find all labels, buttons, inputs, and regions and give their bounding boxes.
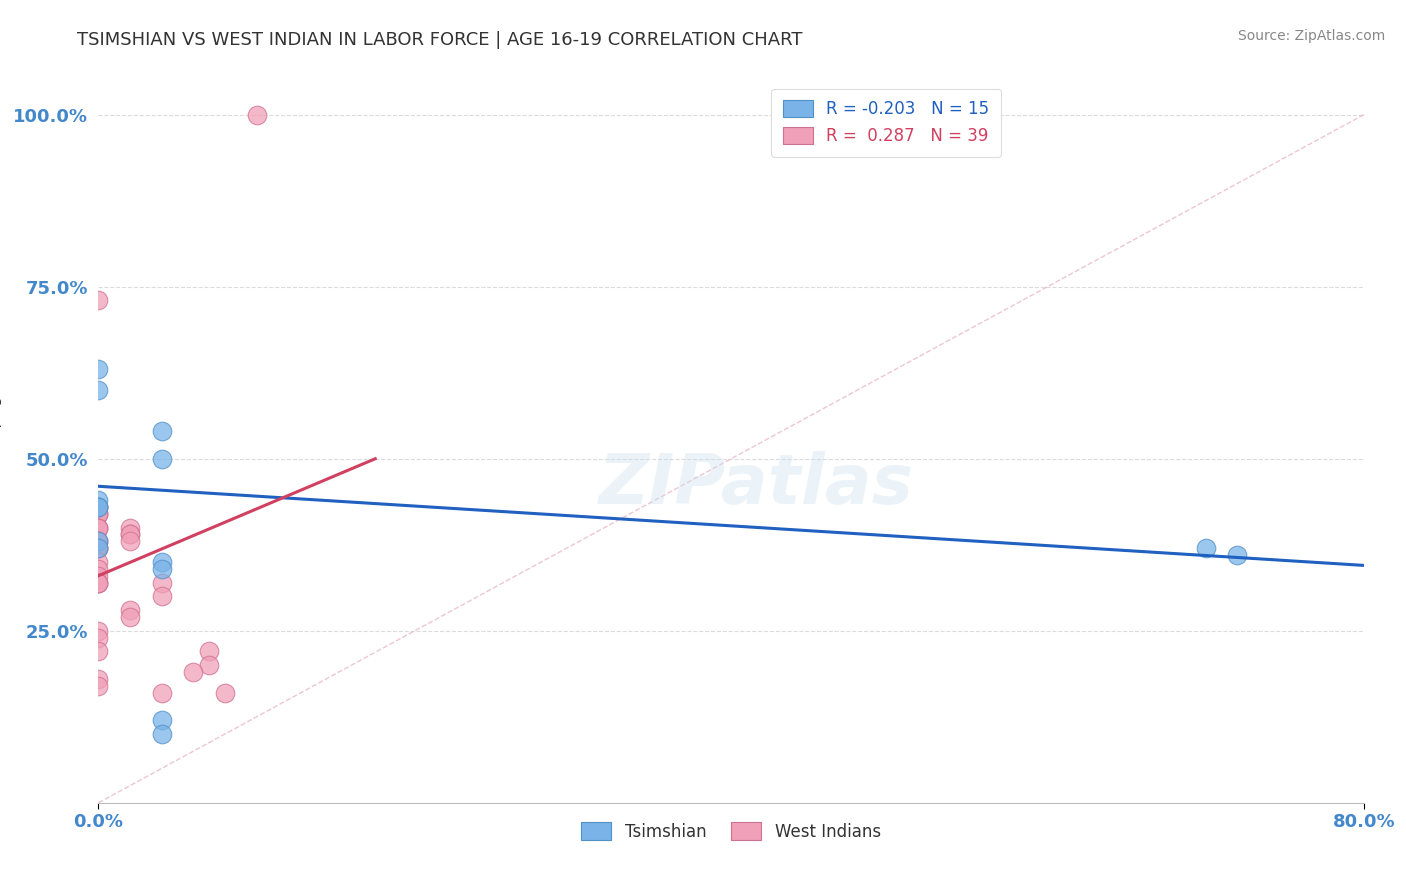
- Point: [87, 520, 110, 534]
- Point: [198, 644, 221, 658]
- Point: [87, 562, 110, 576]
- Point: [120, 603, 141, 617]
- Point: [87, 507, 110, 521]
- Y-axis label: In Labor Force | Age 16-19: In Labor Force | Age 16-19: [0, 332, 1, 551]
- Point: [87, 624, 110, 638]
- Point: [150, 686, 173, 700]
- Point: [87, 500, 110, 514]
- Point: [87, 541, 110, 556]
- Point: [87, 644, 110, 658]
- Point: [87, 568, 110, 582]
- Point: [87, 541, 110, 556]
- Point: [87, 534, 110, 549]
- Point: [1194, 541, 1216, 556]
- Point: [87, 672, 110, 686]
- Point: [120, 610, 141, 624]
- Point: [87, 679, 110, 693]
- Point: [120, 520, 141, 534]
- Point: [87, 362, 110, 376]
- Point: [150, 713, 173, 727]
- Point: [150, 562, 173, 576]
- Point: [87, 500, 110, 514]
- Point: [87, 493, 110, 508]
- Point: [87, 575, 110, 590]
- Point: [87, 293, 110, 308]
- Point: [87, 520, 110, 534]
- Point: [87, 507, 110, 521]
- Point: [87, 541, 110, 556]
- Point: [87, 541, 110, 556]
- Point: [150, 590, 173, 604]
- Point: [1226, 548, 1249, 562]
- Point: [183, 665, 205, 679]
- Point: [87, 534, 110, 549]
- Point: [150, 424, 173, 438]
- Legend: Tsimshian, West Indians: Tsimshian, West Indians: [569, 811, 893, 852]
- Point: [87, 534, 110, 549]
- Point: [150, 555, 173, 569]
- Point: [87, 555, 110, 569]
- Point: [198, 658, 221, 673]
- Text: ZIPatlas: ZIPatlas: [599, 451, 914, 518]
- Point: [120, 527, 141, 541]
- Point: [87, 507, 110, 521]
- Point: [87, 575, 110, 590]
- Point: [246, 108, 269, 122]
- Point: [87, 500, 110, 514]
- Point: [120, 534, 141, 549]
- Text: TSIMSHIAN VS WEST INDIAN IN LABOR FORCE | AGE 16-19 CORRELATION CHART: TSIMSHIAN VS WEST INDIAN IN LABOR FORCE …: [77, 31, 803, 49]
- Point: [87, 520, 110, 534]
- Point: [87, 383, 110, 397]
- Point: [150, 727, 173, 741]
- Text: Source: ZipAtlas.com: Source: ZipAtlas.com: [1237, 29, 1385, 43]
- Point: [87, 500, 110, 514]
- Point: [120, 527, 141, 541]
- Point: [87, 631, 110, 645]
- Point: [87, 575, 110, 590]
- Point: [150, 451, 173, 466]
- Point: [214, 686, 236, 700]
- Point: [150, 575, 173, 590]
